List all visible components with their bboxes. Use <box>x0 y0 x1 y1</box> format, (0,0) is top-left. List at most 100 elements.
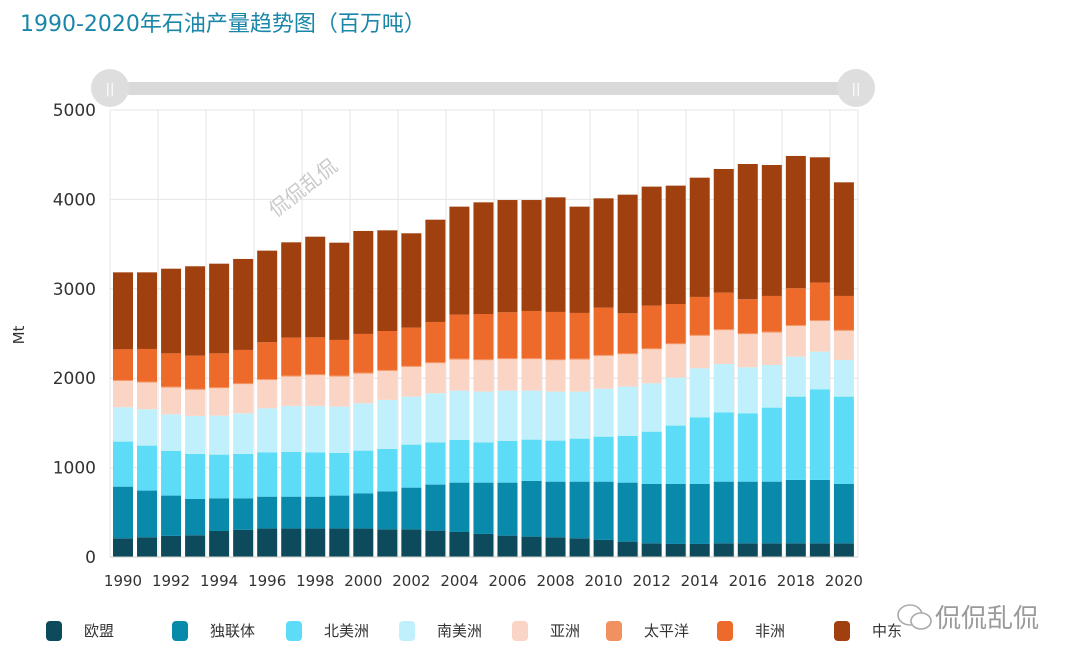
bar-segment <box>569 359 590 392</box>
bar-segment <box>641 305 662 349</box>
bar-segment <box>257 408 278 453</box>
bar-segment <box>521 480 542 537</box>
bar-segment <box>425 321 446 363</box>
bar-segment <box>665 185 686 304</box>
bar-segment <box>617 482 638 542</box>
wechat-icon <box>897 603 932 630</box>
bar-segment <box>401 233 422 328</box>
bar-segment <box>497 440 518 483</box>
legend-label: 太平洋 <box>644 622 690 640</box>
bar-segment <box>377 370 398 400</box>
bar-segment <box>593 355 614 389</box>
bar-segment <box>713 412 734 482</box>
bar-segment <box>689 483 710 544</box>
bar-segment <box>593 198 614 308</box>
legend-swatch <box>512 620 528 641</box>
x-tick-label: 2000 <box>344 572 382 590</box>
bar-segment <box>425 393 446 443</box>
bar-segment <box>713 330 734 364</box>
bar-segment <box>641 348 662 350</box>
x-tick-label: 2018 <box>777 572 815 590</box>
bar-segment <box>377 529 398 557</box>
slider-handle-left[interactable] <box>91 69 129 107</box>
legend-item[interactable]: 亚洲 <box>512 620 580 641</box>
bar-segment <box>737 413 758 482</box>
y-tick-label: 2000 <box>53 369 96 389</box>
bar-segment <box>281 375 302 377</box>
bar-segment <box>689 177 710 297</box>
bar-segment <box>449 359 470 391</box>
bar-segment <box>305 337 326 375</box>
bar-segment <box>473 391 494 443</box>
bar-segment <box>689 543 710 557</box>
bar-segment <box>497 482 518 536</box>
bar-segment <box>137 382 158 410</box>
bar-segment <box>329 495 350 529</box>
bar-segment <box>833 329 854 331</box>
bar-segment <box>545 537 566 557</box>
bar-segment <box>809 389 830 480</box>
bar-segment <box>449 531 470 557</box>
bar-segment <box>305 236 326 338</box>
bar-segment <box>449 439 470 483</box>
bar-segment <box>713 543 734 557</box>
bar-segment <box>641 483 662 544</box>
bar-segment <box>737 334 758 368</box>
bar-segment <box>569 481 590 539</box>
bar-segment <box>185 498 206 536</box>
bar-segment <box>473 442 494 483</box>
bar-segment <box>281 405 302 452</box>
bar-segment <box>401 366 422 397</box>
y-tick-label: 3000 <box>53 280 96 300</box>
bar-segment <box>281 451 302 497</box>
range-slider-track[interactable] <box>110 82 856 95</box>
bar-segment <box>233 498 254 530</box>
bar-segment <box>665 343 686 345</box>
bar-segment <box>665 483 686 544</box>
bar-segment <box>761 164 782 296</box>
bar-segment <box>545 311 566 360</box>
bar-segment <box>545 360 566 392</box>
legend-item[interactable]: 中东 <box>834 620 902 641</box>
bar-segment <box>809 282 830 321</box>
bar-segment <box>305 496 326 529</box>
x-tick-label: 2002 <box>392 572 430 590</box>
slider-handle-right[interactable] <box>837 69 875 107</box>
x-tick-label: 1992 <box>152 572 190 590</box>
bar-segment <box>377 399 398 449</box>
bar-segment <box>185 355 206 389</box>
bar-segment <box>137 348 158 382</box>
legend-item[interactable]: 非洲 <box>717 620 785 641</box>
bar-segment <box>257 250 278 343</box>
bar-segment <box>785 288 806 326</box>
bar-segment <box>761 543 782 557</box>
bar-segment <box>497 358 518 360</box>
bar-segment <box>473 202 494 315</box>
bar-segment <box>425 219 446 322</box>
bar-segment <box>473 533 494 557</box>
bar-segment <box>761 481 782 544</box>
legend-item[interactable]: 太平洋 <box>606 620 689 641</box>
x-tick-label: 2016 <box>729 572 767 590</box>
legend-label: 欧盟 <box>84 622 115 640</box>
bar-segment <box>473 482 494 534</box>
bar-segment <box>257 379 278 409</box>
x-tick-label: 1990 <box>104 572 142 590</box>
bar-segment <box>305 375 326 406</box>
legend-item[interactable]: 欧盟 <box>46 620 114 641</box>
bar-segment <box>689 368 710 418</box>
bar-segment <box>353 373 374 404</box>
bar-segment <box>521 358 542 360</box>
x-tick-label: 2006 <box>488 572 526 590</box>
legend-item[interactable]: 北美洲 <box>286 620 369 641</box>
bar-segment <box>833 483 854 544</box>
bar-segment <box>209 498 230 531</box>
legend-swatch <box>717 620 733 641</box>
bar-segment <box>641 383 662 432</box>
legend-item[interactable]: 独联体 <box>172 620 255 641</box>
bar-segment <box>185 535 206 557</box>
legend-item[interactable]: 南美洲 <box>399 620 482 641</box>
bar-segment <box>281 337 302 376</box>
bar-segment <box>137 537 158 557</box>
bar-segment <box>617 313 638 354</box>
